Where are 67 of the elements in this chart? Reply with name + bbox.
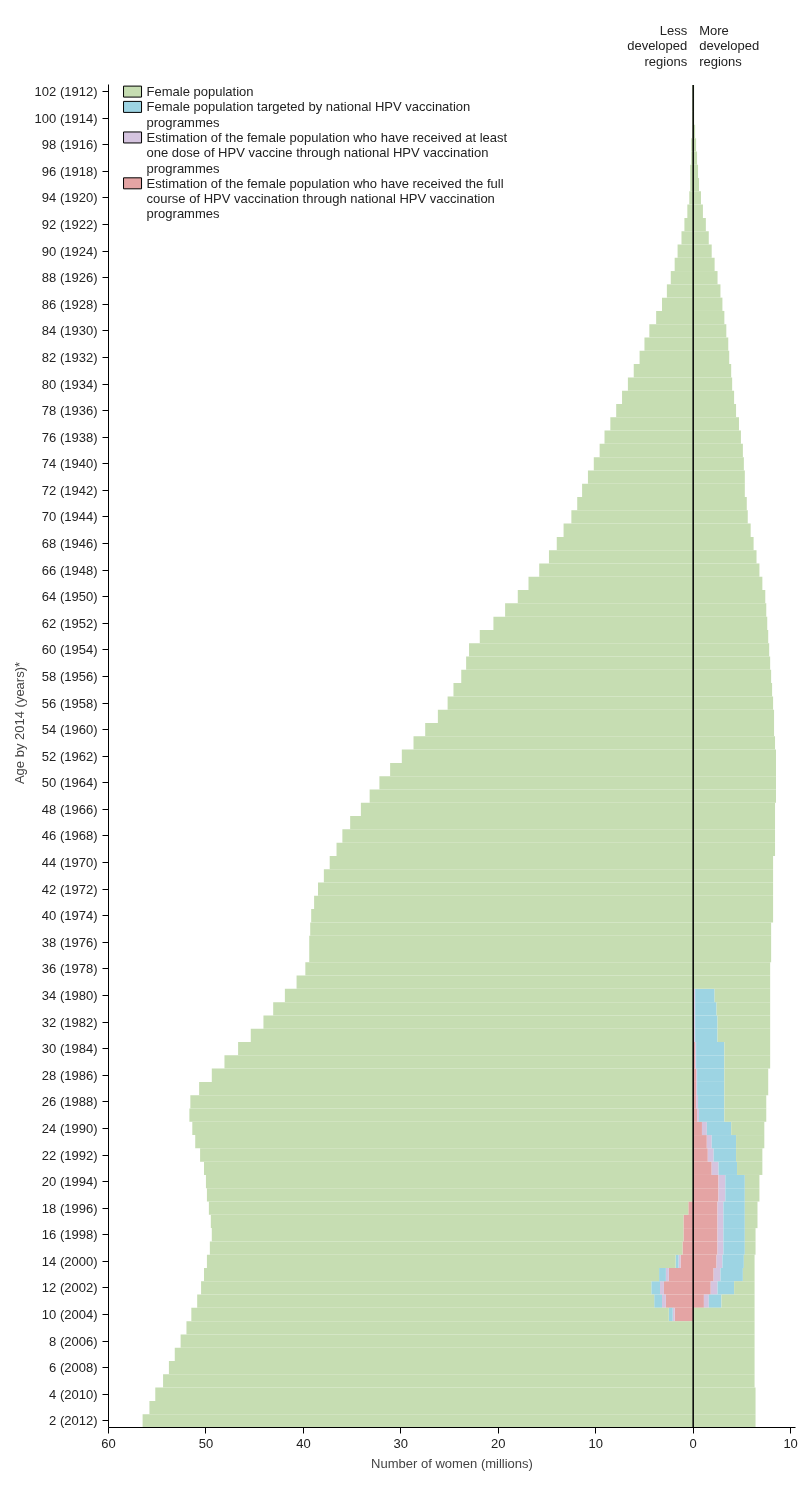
text: More developed regions [699,22,760,69]
y-tick-label: 86 (1928) [41,296,98,312]
y-tick-label: 50 (1964) [41,775,98,791]
y-tick-label: 92 (1922) [41,217,98,233]
x-tick-label: 20 [491,1435,506,1451]
legend-label: Estimation of the female population who have received the full course of HPV vaccination through national HPV vaccination programmes [146,175,504,222]
x-tick-label: 0 [689,1435,697,1451]
y-tick-label: 90 (1924) [41,243,98,259]
y-tick-label: 6 (2008) [49,1360,98,1376]
y-tick-label: 70 (1944) [41,509,98,525]
y-tick-label: 82 (1932) [41,349,98,365]
legend-label: Estimation of the female population who have received at least one dose of HPV vaccine through national HPV vaccination programmes [146,129,508,176]
y-tick-label: 18 (1996) [41,1200,98,1216]
y-tick-label: 94 (1920) [41,190,98,206]
y-tick-label: 4 (2010) [49,1386,98,1402]
x-tick-label: 60 [101,1435,116,1451]
y-tick-label: 66 (1948) [41,562,98,578]
y-tick-label: 16 (1998) [41,1227,98,1243]
y-tick-label: 60 (1954) [41,642,98,658]
y-tick-label: 24 (1990) [41,1120,98,1136]
y-tick-label: 74 (1940) [41,456,98,472]
y-tick-label: 76 (1938) [41,429,98,445]
y-tick-label: 30 (1984) [41,1041,98,1057]
y-tick-label: 84 (1930) [41,323,98,339]
y-tick-label: 62 (1952) [41,615,98,631]
y-tick-label: 72 (1942) [41,482,98,498]
y-tick-label: 44 (1970) [41,855,98,871]
y-tick-label: 2 (2012) [49,1413,98,1429]
y-tick-label: 80 (1934) [41,376,98,392]
y-tick-label: 100 (1914) [34,110,98,126]
text: Less developed regions [627,22,688,69]
y-tick-label: 40 (1974) [41,908,98,924]
y-tick-label: 58 (1956) [41,668,98,684]
y-tick-label: 20 (1994) [41,1174,98,1190]
y-tick-label: 54 (1960) [41,722,98,738]
y-tick-label: 8 (2006) [49,1333,98,1349]
x-axis-title: Number of women (millions) [371,1455,533,1471]
x-tick-label: 50 [198,1435,214,1451]
y-tick-label: 26 (1988) [41,1094,98,1110]
y-tick-label: 96 (1918) [41,163,98,179]
y-tick-label: 28 (1986) [41,1067,98,1083]
y-tick-label: 12 (2002) [41,1280,98,1296]
x-tick-label: 30 [393,1435,409,1451]
x-tick-label: 10 [783,1435,798,1451]
y-tick-label: 22 (1992) [41,1147,98,1163]
y-tick-label: 78 (1936) [41,403,98,419]
y-tick-label: 36 (1978) [41,961,98,977]
y-tick-label: 38 (1976) [41,934,98,950]
y-tick-label: 14 (2000) [41,1253,98,1269]
y-tick-label: 56 (1958) [41,695,98,711]
y-tick-label: 102 (1912) [34,84,98,100]
y-tick-label: 42 (1972) [41,881,98,897]
legend-label: Female population targeted by national HPV vaccination programmes [146,99,471,130]
y-tick-label: 10 (2004) [41,1307,98,1323]
y-tick-label: 52 (1962) [41,748,98,764]
y-tick-label: 46 (1968) [41,828,98,844]
y-tick-label: 68 (1946) [41,536,98,552]
y-tick-label: 88 (1926) [41,270,98,286]
y-tick-label: 98 (1916) [41,137,98,153]
y-tick-label: 32 (1982) [41,1014,98,1030]
legend-label: Female population [146,84,254,100]
x-tick-label: 10 [588,1435,603,1451]
y-axis-title: Age by 2014 (years)* [11,661,27,785]
y-tick-label: 64 (1950) [41,589,98,605]
y-tick-label: 34 (1980) [41,988,98,1003]
x-tick-label: 40 [296,1435,311,1451]
y-tick-label: 48 (1966) [41,801,98,817]
